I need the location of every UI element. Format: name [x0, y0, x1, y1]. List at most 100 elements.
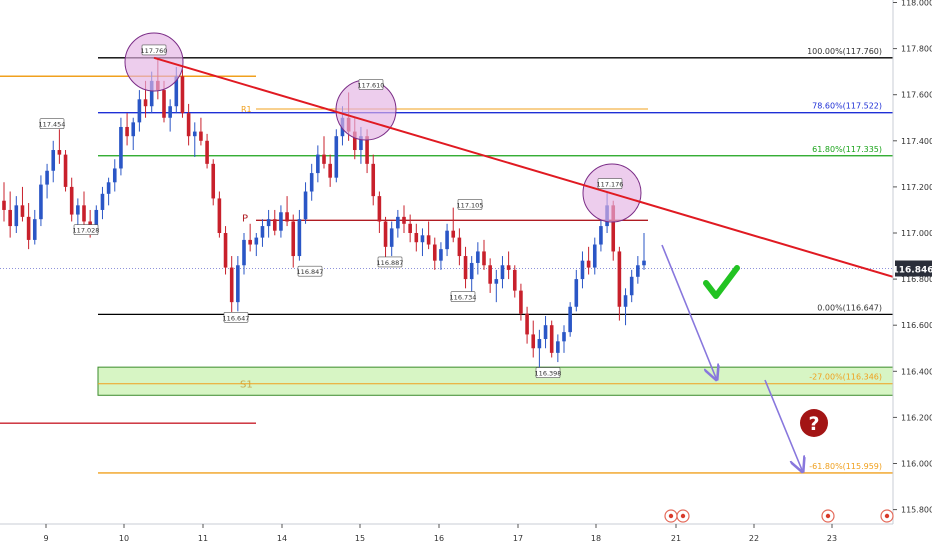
swing-label: 117.176 [597, 181, 624, 189]
candle-body [371, 164, 375, 196]
swing-label: 117.760 [141, 47, 168, 55]
candle-body [193, 132, 197, 137]
candle-body [70, 187, 74, 215]
candle-body [618, 251, 622, 306]
y-tick-label: 116.600 [901, 321, 932, 330]
candle-body [168, 106, 172, 118]
candle-body [538, 339, 542, 348]
candle-body [8, 210, 12, 226]
y-tick-label: 116.000 [901, 460, 932, 469]
question-icon-glyph: ? [808, 413, 819, 435]
x-tick-label: 21 [671, 534, 681, 543]
candle-body [310, 173, 314, 191]
candle-body [267, 219, 271, 226]
candle-body [599, 226, 603, 244]
pivot-label: P [242, 213, 248, 224]
candle-body [544, 325, 548, 339]
check-icon [706, 268, 737, 296]
fib-label-m618: -61.80%(115.959) [809, 462, 882, 471]
candle-body [470, 263, 474, 279]
candle-body [236, 265, 240, 302]
candle-body [261, 226, 265, 238]
fib-label-0: 0.00%(116.647) [817, 303, 882, 312]
candle-body [39, 185, 43, 220]
candle-body [445, 231, 449, 249]
candle-body [162, 90, 166, 118]
y-tick-label: 116.400 [901, 367, 932, 376]
candle-body [144, 99, 148, 106]
candle-body [119, 127, 123, 168]
candle-body [27, 217, 31, 240]
event-marker-dot [885, 514, 889, 518]
candle-body [298, 219, 302, 256]
candle-body [464, 256, 468, 279]
candle-body [181, 76, 185, 113]
candle-body [624, 295, 628, 307]
swing-label: 116.647 [223, 314, 250, 322]
candle-body [15, 205, 19, 226]
trendline [154, 58, 893, 277]
candle-body [507, 265, 511, 270]
candle-body [642, 261, 646, 266]
candle-body [335, 136, 339, 177]
candle-body [218, 198, 222, 233]
y-tick-label: 117.800 [901, 45, 932, 54]
candle-body [531, 334, 535, 348]
x-tick-label: 11 [198, 534, 208, 543]
candle-body [2, 201, 6, 210]
candle-body [636, 265, 640, 277]
candle-body [328, 164, 332, 178]
candle-body [242, 240, 246, 265]
swing-label: 117.454 [39, 121, 66, 129]
event-marker-dot [669, 514, 673, 518]
candle-body [113, 168, 117, 182]
candle-body [550, 325, 554, 353]
highlight-circle-1 [125, 33, 183, 91]
y-tick-label: 118.000 [901, 0, 932, 8]
candle-body [378, 196, 382, 221]
y-tick-label: 117.000 [901, 229, 932, 238]
swing-label: 116.734 [450, 294, 477, 302]
candle-body [138, 99, 142, 122]
candle-body [451, 231, 455, 238]
candle-body [131, 122, 135, 136]
candle-body [495, 279, 499, 284]
candle-body [285, 212, 289, 221]
fib-label-m27: -27.00%(116.346) [809, 373, 882, 382]
candle-body [45, 171, 49, 185]
swing-label: 117.028 [73, 227, 100, 235]
candle-body [211, 164, 215, 199]
support-zone-layer: S1 [98, 367, 893, 395]
candle-body [433, 245, 437, 261]
swing-label: 116.847 [297, 268, 324, 276]
candle-body [415, 233, 419, 242]
fib-label-618: 61.80%(117.335) [812, 145, 882, 154]
candle-body [458, 238, 462, 256]
swing-label: 117.610 [358, 81, 385, 89]
candle-body [630, 277, 634, 295]
candle-body [488, 265, 492, 283]
y-tick-label: 117.400 [901, 137, 932, 146]
candle-body [291, 221, 295, 256]
event-marker-dot [681, 514, 685, 518]
candle-body [575, 279, 579, 307]
x-tick-label: 10 [119, 534, 129, 543]
y-tick-label: 117.600 [901, 91, 932, 100]
candle-body [224, 233, 228, 268]
swing-label: 116.398 [535, 370, 562, 378]
candle-body [199, 132, 203, 141]
candle-body [107, 182, 111, 194]
candle-body [279, 212, 283, 230]
r1-label: R1 [241, 105, 252, 114]
candle-body [205, 141, 209, 164]
candle-body [390, 228, 394, 246]
candle-body [408, 224, 412, 233]
candle-body [402, 217, 406, 224]
swing-label: 117.105 [457, 201, 484, 209]
candle-body [384, 221, 388, 246]
candle-body [519, 291, 523, 314]
candle-body [230, 268, 234, 303]
candle-body [255, 238, 259, 245]
